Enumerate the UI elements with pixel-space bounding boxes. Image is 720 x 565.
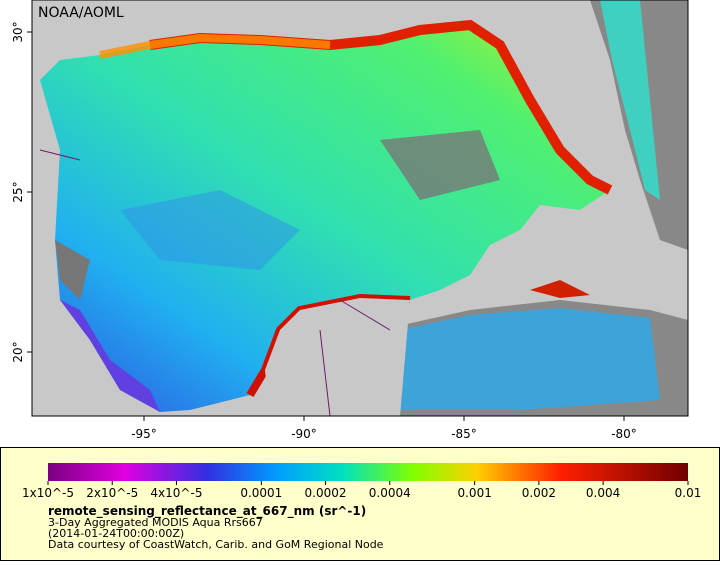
watermark: NOAA/AOML [38,5,124,21]
colorbar-tick-label: 0.0004 [369,486,411,500]
coast-blue [60,300,160,412]
colorbar [48,463,688,481]
x-tick-label: -85° [451,427,477,441]
patch [120,190,300,270]
yucatan [265,298,410,416]
caribbean-data [400,308,660,410]
map-frame [31,0,689,417]
colorbar-tick-label: 0.0001 [240,486,282,500]
legend-title: remote_sensing_reflectance_at_667_nm (sr… [48,504,366,519]
coast-red [530,280,590,298]
map [32,0,688,416]
colorbar-tick-label: 2x10^-5 [86,486,138,500]
atlantic-data [600,0,660,200]
colorbar-tick-label: 0.0002 [305,486,347,500]
y-tick-label: 30° [11,21,25,42]
y-tick-label: 20° [11,341,25,362]
colorbar-tick-label: 0.004 [586,486,620,500]
nodata [380,130,500,200]
x-tick-label: -80° [611,427,637,441]
colorbar-tick-label: 4x10^-5 [150,486,202,500]
colorbar-tick-label: 1x10^-5 [22,486,74,500]
legend-line: Data courtesy of CoastWatch, Carib. and … [48,538,384,551]
colorbar-tick-label: 0.01 [675,486,702,500]
y-tick-label: 25° [11,181,25,202]
gulf [40,25,610,412]
colorbar-tick-label: 0.001 [457,486,491,500]
borders [39,149,391,416]
colorbar-ticks: 1x10^-5 2x10^-5 4x10^-5 0.0001 0.0002 0.0004 0… [22,481,701,500]
nodata [55,240,90,300]
coast-orange [99,33,331,59]
x-tick-label: -95° [131,427,157,441]
axes: -95° -90° -85° -80° 20° 25° 30° [11,21,637,441]
legend-line: 3-Day Aggregated MODIS Aqua Rrs667 [48,516,263,529]
legend-line: (2014-01-24T00:00:00Z) [48,527,184,540]
colorbar-tick-label: 0.002 [522,486,556,500]
x-tick-label: -90° [291,427,317,441]
